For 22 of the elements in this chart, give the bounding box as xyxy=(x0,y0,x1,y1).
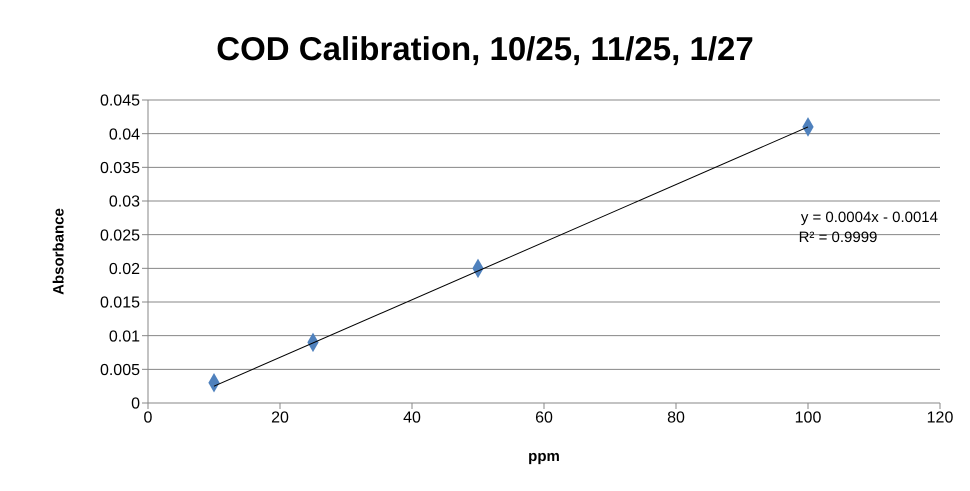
y-tick-label: 0 xyxy=(131,396,140,413)
x-tick-label: 40 xyxy=(403,409,421,426)
y-tick-label: 0.025 xyxy=(100,227,140,244)
y-tick-label: 0.045 xyxy=(100,92,140,110)
x-tick-label: 60 xyxy=(535,409,553,426)
y-tick-label: 0.035 xyxy=(100,160,140,178)
y-tick-label: 0.04 xyxy=(108,126,140,144)
x-axis-title: ppm xyxy=(528,448,560,465)
y-axis-title: Absorbance xyxy=(50,208,68,295)
chart-title: COD Calibration, 10/25, 11/25, 1/27 xyxy=(215,30,755,68)
x-tick-label: 100 xyxy=(794,409,822,426)
x-tick-label: 120 xyxy=(926,409,954,426)
x-tick-label: 0 xyxy=(144,409,153,426)
y-tick-label: 0.015 xyxy=(100,294,140,312)
y-tick-label: 0.02 xyxy=(108,261,140,278)
x-tick-label: 80 xyxy=(667,409,685,426)
annotation: y = 0.0004x - 0.0014 xyxy=(800,208,938,228)
x-tick-label: 20 xyxy=(271,409,289,426)
y-tick-label: 0.03 xyxy=(108,194,140,211)
y-tick-label: 0.005 xyxy=(100,362,140,380)
y-tick-label: 0.01 xyxy=(108,328,140,346)
annotation: R² = 0.9999 xyxy=(798,228,878,248)
